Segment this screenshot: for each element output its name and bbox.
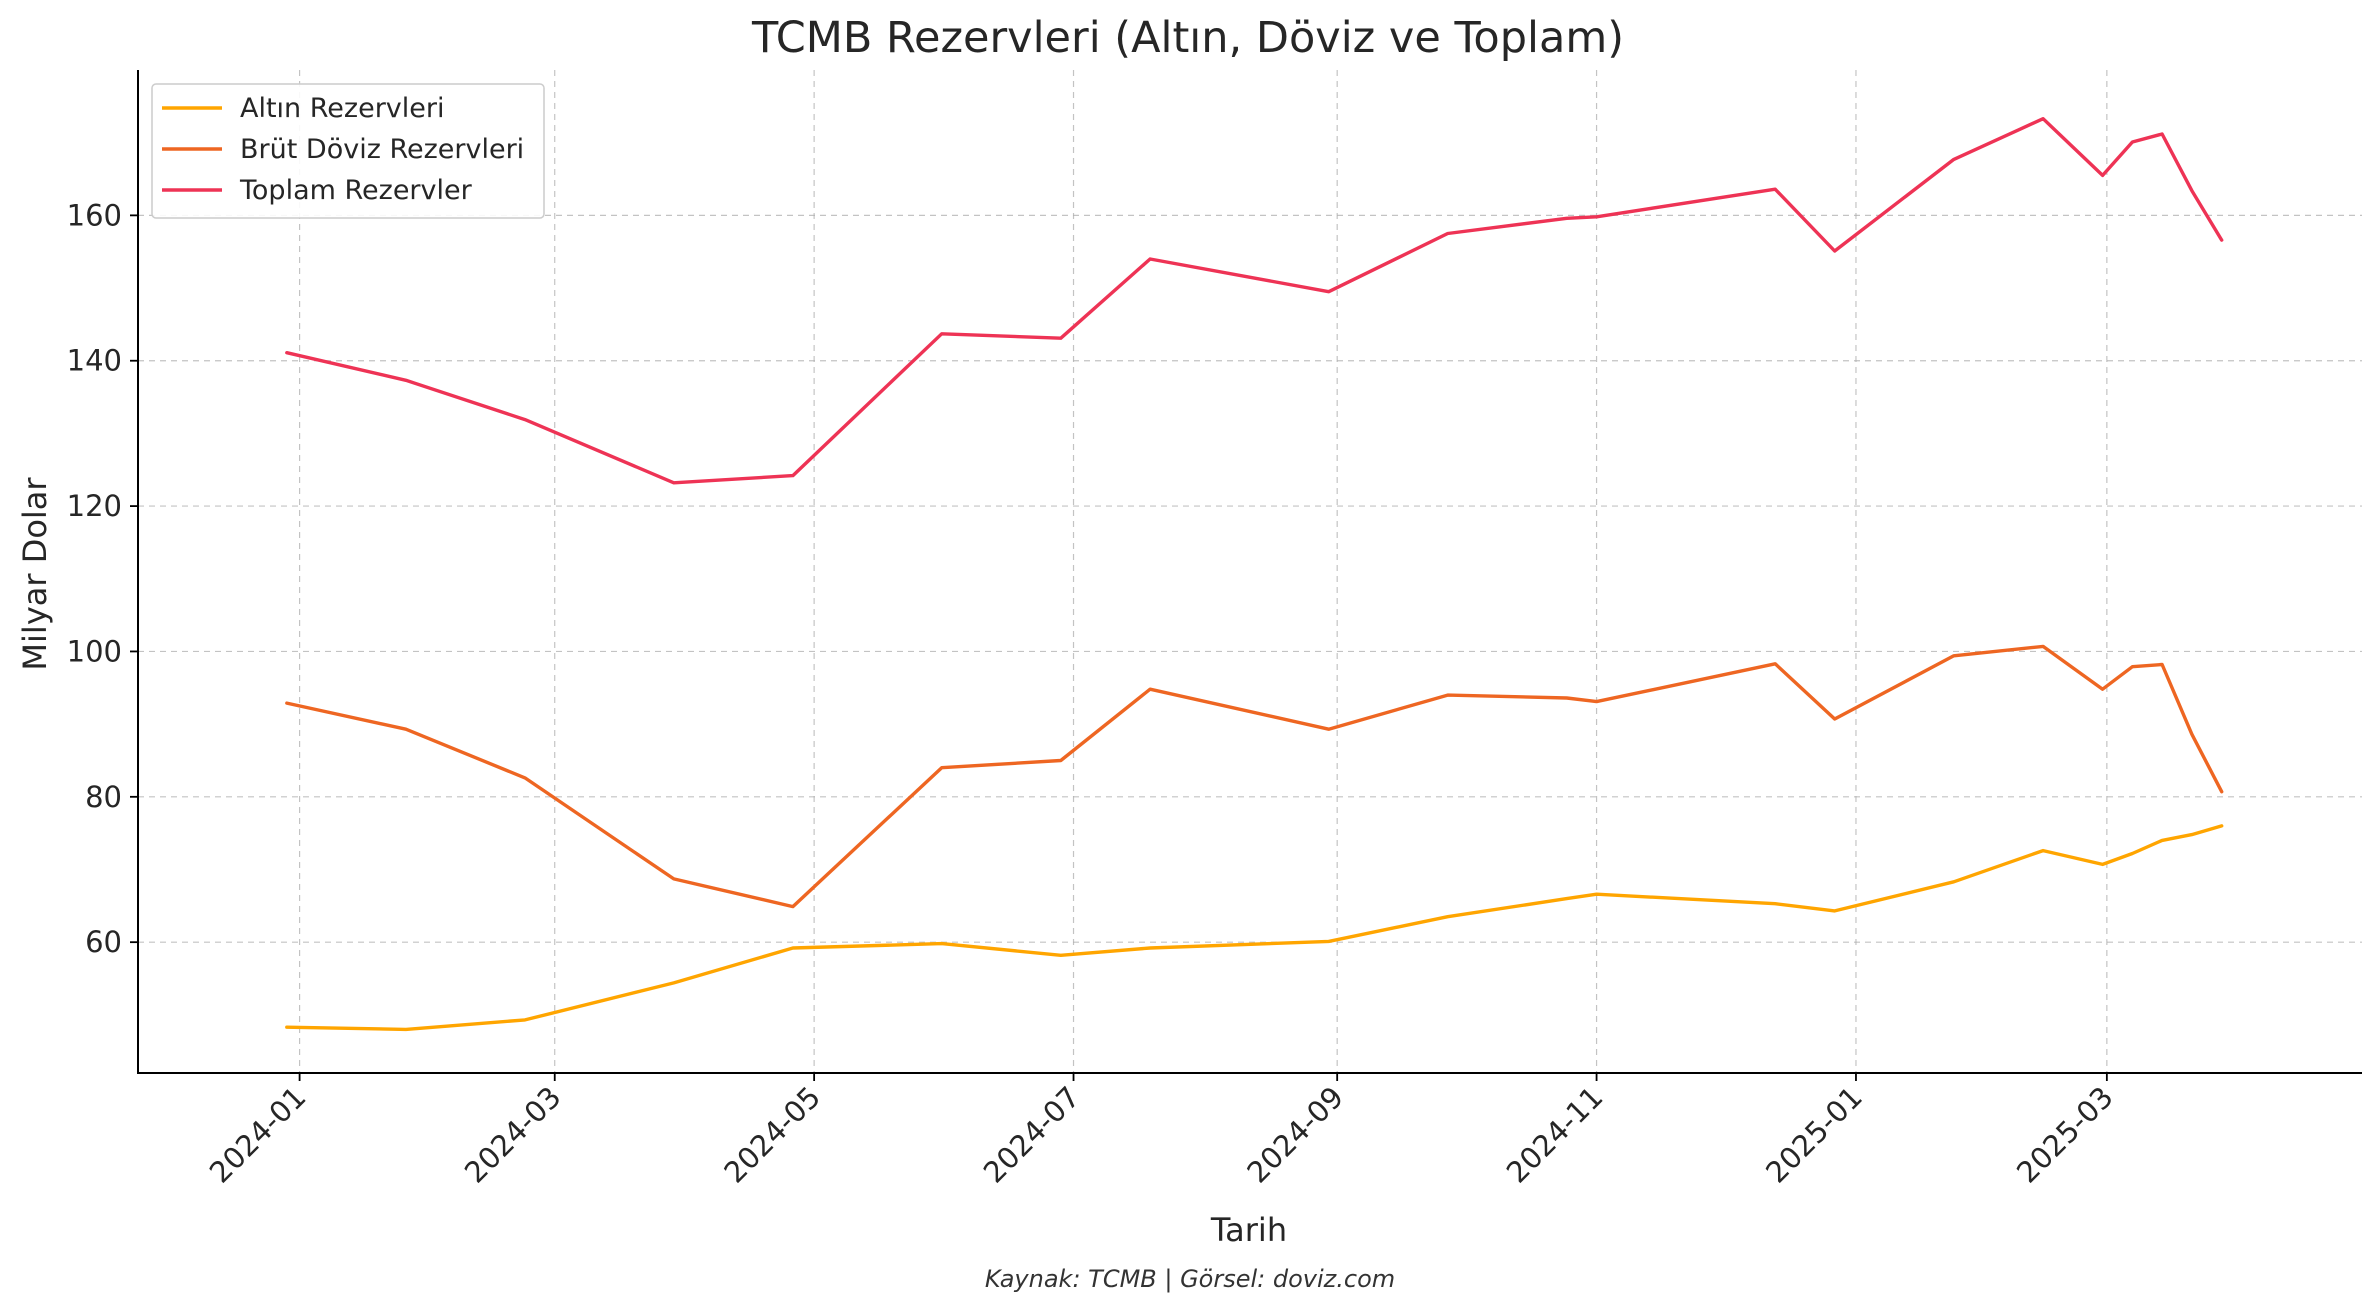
y-tick-label: 60 <box>85 925 122 959</box>
y-tick-label: 100 <box>67 634 122 668</box>
y-tick-label: 120 <box>67 489 122 523</box>
series-line-0 <box>285 824 2224 1032</box>
legend-box <box>151 83 545 219</box>
y-tick-label: 160 <box>67 198 122 232</box>
legend-label-2: Toplam Rezervler <box>239 175 473 206</box>
chart-title: TCMB Rezervleri (Altın, Döviz ve Toplam) <box>751 13 1624 63</box>
axes <box>137 70 2362 1074</box>
series-line-1 <box>285 644 2224 909</box>
series-lines <box>285 116 2224 1032</box>
source-caption: Kaynak: TCMB | Görsel: doviz.com <box>985 1265 1395 1293</box>
x-axis-label: Tarih <box>1210 1211 1287 1249</box>
legend-label-1: Brüt Döviz Rezervleri <box>240 134 524 165</box>
series-line-2 <box>285 116 2224 485</box>
legend: Altın Rezervleri Brüt Döviz Rezervleri Top… <box>151 83 545 219</box>
y-tick-label: 80 <box>85 780 122 814</box>
grid-lines <box>138 70 2362 1073</box>
y-tick-label: 140 <box>67 344 122 378</box>
y-axis-label: Milyar Dolar <box>16 477 54 671</box>
legend-label-0: Altın Rezervleri <box>240 93 445 124</box>
